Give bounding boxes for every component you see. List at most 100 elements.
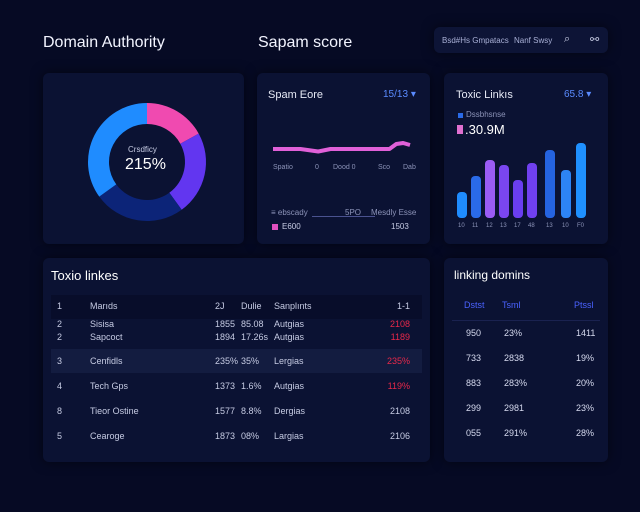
column-header[interactable]: Sanplınts bbox=[274, 301, 312, 311]
table-cell: 1894 bbox=[215, 332, 236, 342]
table-header: 1 Marıds 2J Dulie Sanplınts 1-1 bbox=[51, 295, 422, 319]
table-row[interactable]: 2 Sisisa 1855 85.08 Autgias 2108 bbox=[51, 317, 422, 332]
toxic-links-table-card: Toxio linkes 1 Marıds 2J Dulie Sanplınts 1-1 2… bbox=[43, 258, 430, 462]
table-cell: 23% bbox=[504, 328, 523, 338]
legend-left: ≡ ebscady bbox=[271, 208, 308, 217]
x-tick-label: 48 bbox=[528, 223, 535, 229]
divider bbox=[312, 216, 375, 217]
bar bbox=[513, 180, 523, 218]
bar bbox=[457, 192, 467, 218]
table-cell: 055 bbox=[466, 428, 482, 438]
page-title: Domain Authority bbox=[43, 34, 165, 51]
column-header[interactable]: Tsml bbox=[502, 300, 521, 310]
chevron-down-icon: ▾ bbox=[410, 89, 416, 100]
spam-line-chart bbox=[273, 141, 411, 154]
toxic-links-card: Toxic Linkıs 65.8 ▾ Dssbhsnse .30.9M 10 1… bbox=[444, 73, 608, 244]
pink-swatch bbox=[457, 125, 463, 134]
link-icon[interactable]: ⚯ bbox=[590, 34, 600, 46]
column-header[interactable]: Marıds bbox=[90, 301, 118, 311]
card-title: Toxic Linkıs bbox=[456, 89, 513, 101]
table-cell: 08% bbox=[241, 431, 260, 441]
bar bbox=[527, 163, 537, 218]
table-cell: 85.08 bbox=[241, 319, 264, 329]
donut-segment bbox=[88, 103, 147, 197]
big-value: .30.9M bbox=[465, 122, 505, 137]
table-cell: 23% bbox=[576, 403, 595, 413]
dropdown-value: 15/13 bbox=[383, 89, 409, 100]
table-cell: 28% bbox=[576, 428, 595, 438]
table-cell: 1411 bbox=[576, 328, 596, 338]
section-title: Sapam score bbox=[258, 34, 353, 51]
table-cell: 883 bbox=[466, 378, 482, 388]
legend-label: Dssbhsnse bbox=[466, 110, 506, 119]
donut-segment bbox=[169, 133, 207, 210]
column-header[interactable]: 2J bbox=[215, 301, 225, 311]
table-cell: Largias bbox=[274, 431, 304, 441]
x-tick-label: Dood 0 bbox=[333, 164, 356, 171]
x-tick-label: 10 bbox=[458, 223, 465, 229]
search-field[interactable]: Bsd#Hs Gmpatacs bbox=[442, 36, 509, 45]
table-cell: 119% bbox=[387, 381, 410, 391]
legend-mid: 5PO bbox=[345, 208, 362, 217]
card-title: linking domins bbox=[454, 268, 531, 282]
table-cell: 3 bbox=[57, 356, 63, 366]
bar bbox=[471, 176, 481, 218]
donut-label: Crsdficy bbox=[128, 145, 157, 154]
table-cell: 1873 bbox=[215, 431, 236, 441]
table-cell: Cearoge bbox=[90, 431, 125, 441]
spam-dropdown[interactable]: 15/13 ▾ bbox=[383, 89, 416, 100]
table-cell: 2838 bbox=[504, 353, 525, 363]
table-cell: 20% bbox=[576, 378, 595, 388]
bar bbox=[576, 143, 586, 218]
table-cell: 17.26s bbox=[241, 332, 269, 342]
x-tick-label: Spatio bbox=[273, 164, 293, 171]
column-header[interactable]: Dstst bbox=[464, 300, 485, 310]
x-tick-label: F0 bbox=[577, 223, 585, 229]
table-cell: 2 bbox=[57, 332, 63, 342]
divider bbox=[452, 320, 600, 321]
card-title: Spam Eore bbox=[268, 89, 324, 101]
donut-value: 215% bbox=[125, 156, 166, 173]
table-cell: 1.6% bbox=[241, 381, 262, 391]
x-tick-label: Dab bbox=[403, 164, 416, 171]
linking-domains-card: linking domins Dstst Tsml Ptssl 950 23% 1411 7… bbox=[444, 258, 608, 462]
column-header[interactable]: Ptssl bbox=[574, 300, 594, 310]
column-header[interactable]: 1 bbox=[57, 301, 63, 311]
x-tick-label: 13 bbox=[500, 223, 507, 229]
table-cell: 235% bbox=[386, 356, 410, 366]
x-tick-label: 0 bbox=[315, 164, 319, 171]
filter-button[interactable]: Nanf Swsy bbox=[514, 36, 553, 45]
bar bbox=[561, 170, 571, 218]
table-cell: 1855 bbox=[215, 319, 236, 329]
table-title: Toxio linkes bbox=[51, 268, 119, 283]
bar bbox=[545, 150, 555, 218]
pink-label: E600 bbox=[282, 222, 301, 231]
table-cell: 2108 bbox=[389, 319, 410, 329]
column-header[interactable]: Dulie bbox=[241, 301, 262, 311]
legend-swatch bbox=[458, 113, 463, 118]
table-cell: Autgias bbox=[274, 319, 305, 329]
toxic-dropdown[interactable]: 65.8 ▾ bbox=[564, 89, 591, 100]
x-tick-label: Sco bbox=[378, 164, 391, 171]
domain-authority-card: Crsdficy 215% bbox=[43, 73, 244, 244]
spam-line bbox=[273, 141, 411, 154]
table-cell: 8 bbox=[57, 406, 63, 416]
legend-right: Mesdly Esse bbox=[371, 208, 417, 217]
table-cell: 8.8% bbox=[241, 406, 262, 416]
column-header[interactable]: 1-1 bbox=[396, 301, 410, 311]
x-tick-label: 12 bbox=[486, 223, 493, 229]
x-tick-label: 10 bbox=[562, 223, 569, 229]
pink-value: 1503 bbox=[391, 222, 409, 231]
table-cell: Cenfidls bbox=[90, 356, 123, 366]
donut-segment bbox=[99, 184, 182, 222]
table-row[interactable]: 2 Sapcoct 1894 17.26s Autgias 1189 bbox=[51, 330, 422, 345]
pink-swatch bbox=[272, 224, 278, 230]
table-row[interactable]: 3 Cenfidls 235% 35% Lergias 235% bbox=[51, 349, 422, 373]
table-row[interactable]: 5 Cearoge 1873 08% Largias 2106 bbox=[51, 424, 422, 448]
table-cell: 299 bbox=[466, 403, 482, 413]
table-row[interactable]: 4 Tech Gps 1373 1.6% Autgias 119% bbox=[51, 374, 422, 398]
table-cell: 19% bbox=[576, 353, 595, 363]
table-cell: 283% bbox=[504, 378, 528, 388]
table-row[interactable]: 8 Tieor Ostine 1577 8.8% Dergias 2108 bbox=[51, 399, 422, 423]
search-icon[interactable]: ⌕ bbox=[564, 33, 571, 45]
